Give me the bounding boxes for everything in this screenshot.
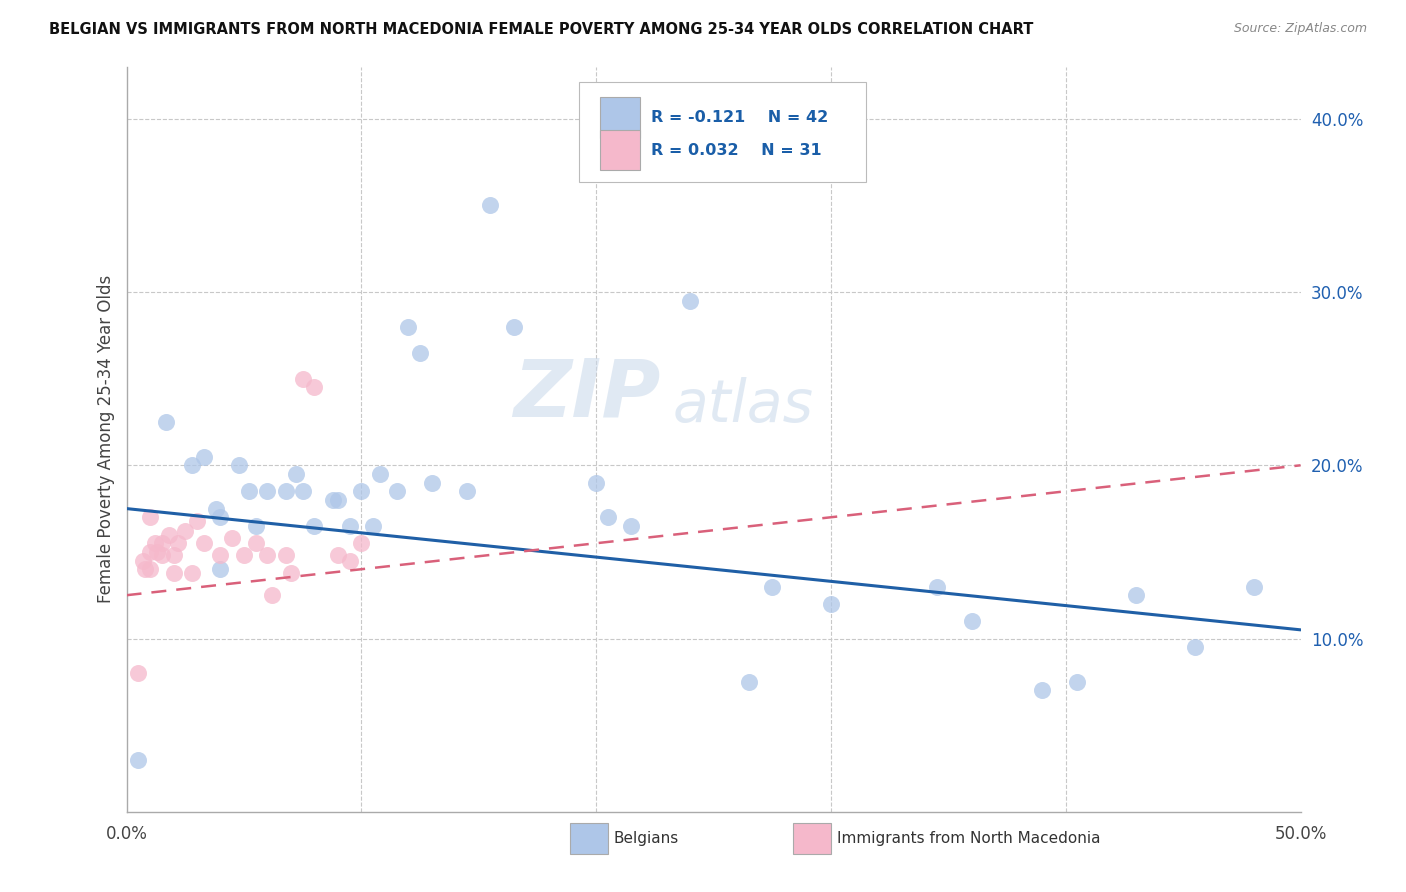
Point bbox=[127, 753, 149, 767]
Point bbox=[256, 549, 278, 563]
Point bbox=[150, 536, 173, 550]
Text: ZIP: ZIP bbox=[513, 356, 661, 434]
FancyBboxPatch shape bbox=[600, 130, 640, 170]
Point bbox=[291, 484, 314, 499]
Point bbox=[143, 536, 166, 550]
Point bbox=[339, 519, 361, 533]
Point bbox=[620, 519, 643, 533]
Point bbox=[479, 198, 502, 212]
Point bbox=[228, 458, 250, 473]
Point bbox=[139, 510, 162, 524]
Point bbox=[368, 467, 391, 481]
Point bbox=[1066, 674, 1088, 689]
FancyBboxPatch shape bbox=[571, 823, 607, 855]
Point bbox=[761, 580, 783, 594]
Point bbox=[167, 536, 190, 550]
FancyBboxPatch shape bbox=[600, 97, 640, 137]
Point bbox=[238, 484, 260, 499]
Point bbox=[1243, 580, 1265, 594]
Point bbox=[291, 372, 314, 386]
Point bbox=[385, 484, 408, 499]
Point bbox=[280, 566, 302, 580]
Point bbox=[960, 614, 983, 628]
Point bbox=[284, 467, 307, 481]
FancyBboxPatch shape bbox=[578, 82, 866, 182]
Point bbox=[326, 492, 349, 507]
Point bbox=[361, 519, 384, 533]
Point bbox=[256, 484, 278, 499]
Point bbox=[245, 536, 267, 550]
Text: R = -0.121    N = 42: R = -0.121 N = 42 bbox=[651, 110, 828, 125]
Point bbox=[339, 553, 361, 567]
Point bbox=[304, 380, 326, 394]
Point bbox=[456, 484, 478, 499]
Point bbox=[420, 475, 443, 490]
Point bbox=[262, 588, 284, 602]
Text: Immigrants from North Macedonia: Immigrants from North Macedonia bbox=[837, 831, 1101, 846]
Point bbox=[181, 458, 204, 473]
Point bbox=[350, 484, 373, 499]
Point bbox=[204, 501, 226, 516]
Point bbox=[326, 549, 349, 563]
Text: Belgians: Belgians bbox=[614, 831, 679, 846]
Point bbox=[139, 545, 162, 559]
Point bbox=[146, 545, 169, 559]
Point bbox=[585, 475, 607, 490]
Point bbox=[209, 549, 232, 563]
Point bbox=[186, 514, 208, 528]
Point bbox=[162, 566, 184, 580]
Point bbox=[820, 597, 842, 611]
Point bbox=[162, 549, 184, 563]
Text: Source: ZipAtlas.com: Source: ZipAtlas.com bbox=[1233, 22, 1367, 36]
Point bbox=[679, 293, 702, 308]
Point bbox=[350, 536, 373, 550]
Point bbox=[409, 345, 432, 359]
Point bbox=[132, 553, 155, 567]
Point bbox=[155, 415, 177, 429]
Y-axis label: Female Poverty Among 25-34 Year Olds: Female Poverty Among 25-34 Year Olds bbox=[97, 276, 115, 603]
Point bbox=[127, 666, 149, 681]
Point bbox=[150, 549, 173, 563]
Point bbox=[503, 319, 526, 334]
Point bbox=[193, 450, 215, 464]
Point bbox=[174, 524, 197, 538]
Point bbox=[233, 549, 256, 563]
Point bbox=[596, 510, 619, 524]
Text: R = 0.032    N = 31: R = 0.032 N = 31 bbox=[651, 143, 823, 158]
Point bbox=[209, 510, 232, 524]
Point bbox=[1184, 640, 1206, 655]
Point bbox=[193, 536, 215, 550]
FancyBboxPatch shape bbox=[793, 823, 831, 855]
Text: atlas: atlas bbox=[672, 377, 814, 434]
Point bbox=[322, 492, 344, 507]
Point bbox=[396, 319, 419, 334]
Point bbox=[134, 562, 156, 576]
Point bbox=[157, 527, 180, 541]
Point bbox=[181, 566, 204, 580]
Point bbox=[276, 484, 298, 499]
Point bbox=[276, 549, 298, 563]
Point bbox=[245, 519, 267, 533]
Point bbox=[209, 562, 232, 576]
Text: BELGIAN VS IMMIGRANTS FROM NORTH MACEDONIA FEMALE POVERTY AMONG 25-34 YEAR OLDS : BELGIAN VS IMMIGRANTS FROM NORTH MACEDON… bbox=[49, 22, 1033, 37]
Point bbox=[139, 562, 162, 576]
Point bbox=[304, 519, 326, 533]
Point bbox=[221, 531, 243, 545]
Point bbox=[1125, 588, 1147, 602]
Point bbox=[738, 674, 761, 689]
Point bbox=[1031, 683, 1053, 698]
Point bbox=[925, 580, 948, 594]
